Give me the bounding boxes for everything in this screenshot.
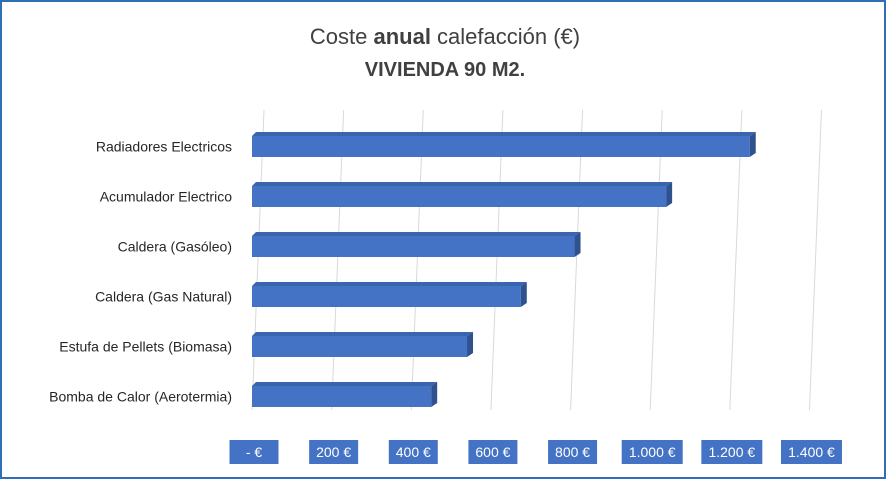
bar-top: [252, 282, 527, 286]
bar-side: [467, 332, 474, 357]
x-axis-ticks: - € 200 € 400 € 600 € 800 € 1.000 € 1.200 € 1.4…: [229, 440, 842, 464]
category-label: Caldera (Gasóleo): [118, 239, 232, 255]
bar-side: [520, 282, 527, 307]
tick-label: 200 €: [316, 444, 351, 460]
tick-label-box: [621, 440, 683, 464]
bar-top: [252, 332, 474, 336]
gridline: [729, 109, 743, 411]
tick-label-box: [309, 440, 359, 464]
bar: [252, 336, 468, 357]
bar-top: [252, 132, 756, 136]
gridline: [570, 109, 584, 411]
category-label: Estufa de Pellets (Biomasa): [59, 339, 232, 355]
chart-title-part: Coste: [310, 24, 374, 49]
bar-side: [431, 382, 438, 407]
bar-top: [252, 232, 581, 236]
gridline: [490, 109, 504, 411]
bar: [252, 186, 667, 207]
chart-title-part: calefacción (€): [431, 24, 580, 49]
gridline: [410, 109, 424, 411]
bar: [252, 386, 432, 407]
tick-label-box: [701, 440, 763, 464]
bar-side: [574, 232, 581, 257]
category-label: Radiadores Electricos: [96, 139, 232, 155]
gridline: [649, 109, 663, 411]
category-label: Acumulador Electrico: [100, 189, 232, 205]
bars: [252, 132, 756, 407]
bar: [252, 136, 750, 157]
tick-label: - €: [246, 444, 263, 460]
gridline: [331, 109, 345, 411]
bar-top: [252, 382, 438, 386]
bar-top: [252, 182, 673, 186]
bar: [252, 236, 575, 257]
category-label: Bomba de Calor (Aerotermia): [49, 389, 232, 405]
tick-label-box: [548, 440, 598, 464]
tick-label-box: [229, 440, 279, 464]
tick-label: 1.000 €: [629, 444, 676, 460]
gridlines: [251, 109, 822, 411]
tick-label-box: [468, 440, 518, 464]
chart-subtitle: VIVIENDA 90 M2.: [365, 59, 525, 81]
tick-label-box: [388, 440, 438, 464]
chart-title-part: anual: [373, 24, 430, 49]
category-labels: Radiadores Electricos Acumulador Electric…: [49, 139, 232, 405]
tick-label-box: [780, 440, 842, 464]
bar-side: [666, 182, 673, 207]
gridline: [808, 109, 822, 411]
category-label: Caldera (Gas Natural): [95, 289, 232, 305]
tick-label: 600 €: [475, 444, 510, 460]
tick-label: 800 €: [555, 444, 590, 460]
bar: [252, 286, 521, 307]
bar-side: [749, 132, 756, 157]
tick-label: 1.200 €: [708, 444, 755, 460]
tick-label: 400 €: [396, 444, 431, 460]
gridline: [251, 109, 265, 411]
chart-title: Coste anual calefacción (€): [310, 24, 580, 49]
tick-label: 1.400 €: [788, 444, 835, 460]
